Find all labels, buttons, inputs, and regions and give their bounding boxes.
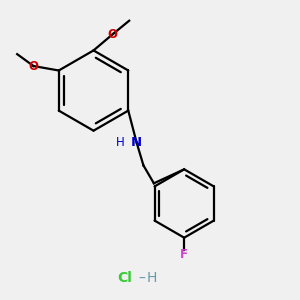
Text: N: N — [131, 136, 142, 149]
Text: F: F — [180, 248, 188, 261]
Text: O: O — [108, 28, 118, 40]
Text: H: H — [116, 136, 125, 149]
Text: Cl: Cl — [117, 272, 132, 285]
Text: H: H — [146, 272, 157, 285]
Text: –: – — [138, 272, 145, 285]
Text: O: O — [28, 59, 38, 73]
